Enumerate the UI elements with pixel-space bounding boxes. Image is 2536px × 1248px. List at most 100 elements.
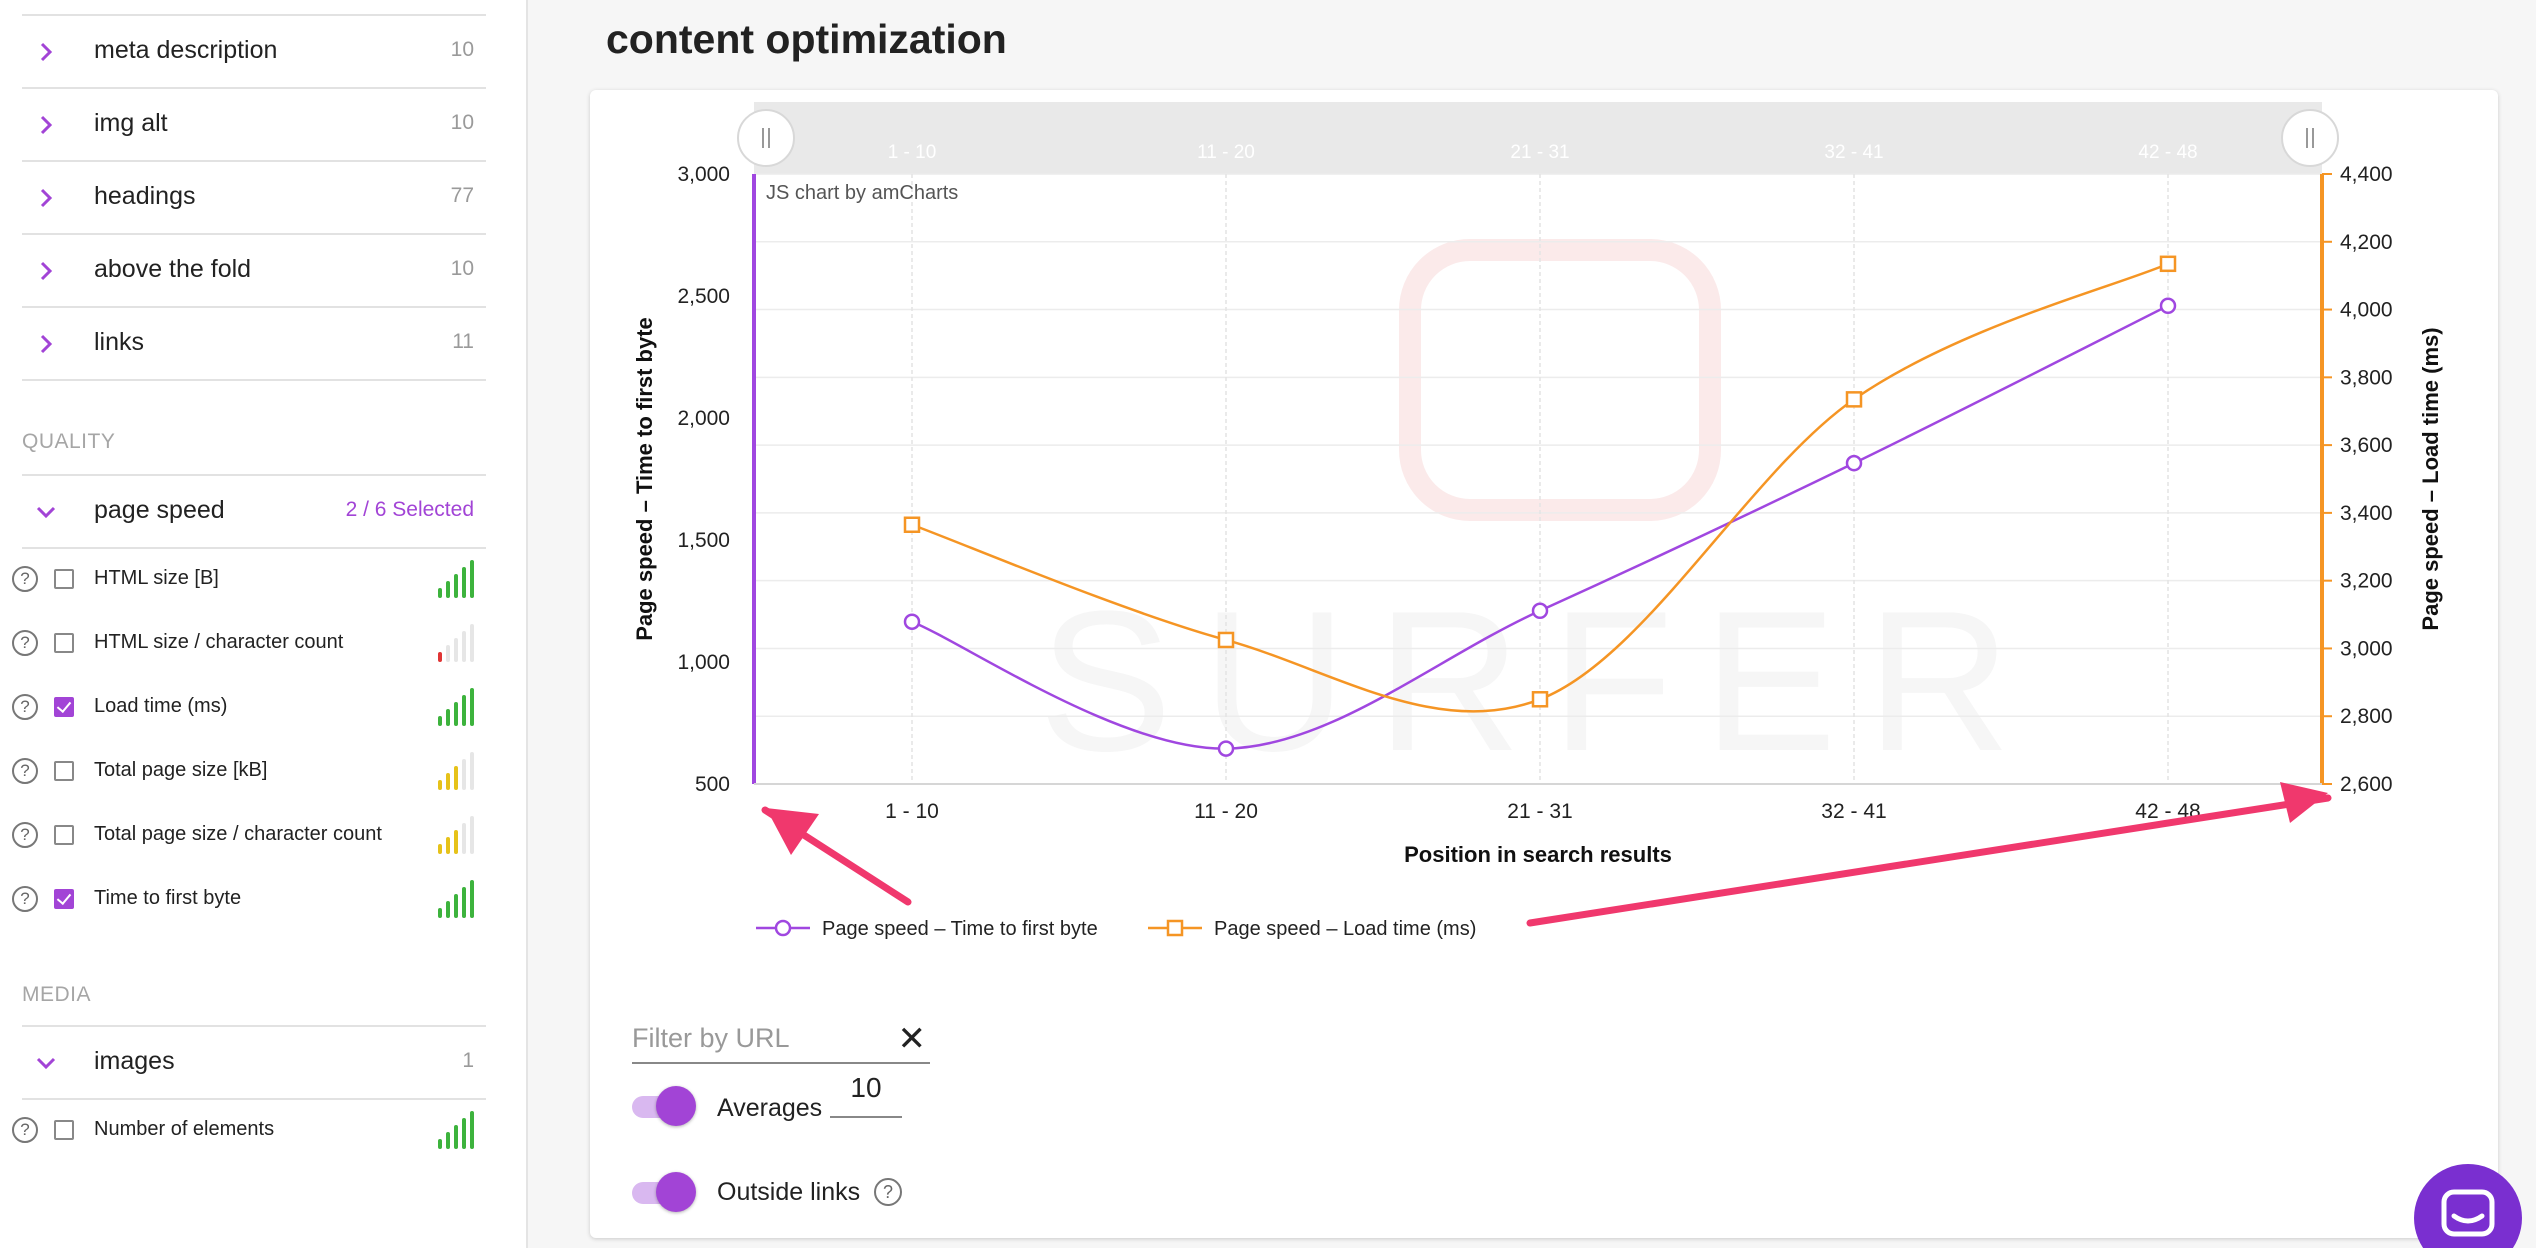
chat-button[interactable]: [2414, 1164, 2522, 1248]
data-point-circle[interactable]: [1845, 454, 1863, 472]
help-icon[interactable]: ?: [12, 886, 38, 912]
category-label: above the fold: [94, 255, 252, 283]
outside-links-toggle[interactable]: [632, 1172, 696, 1212]
help-icon[interactable]: ?: [12, 758, 38, 784]
y-right-tick-label: 4,000: [2340, 299, 2393, 322]
category-row[interactable]: links 11: [22, 308, 486, 381]
legend-label: Page speed – Time to first byte: [822, 918, 1098, 940]
data-point-square[interactable]: [1845, 391, 1863, 408]
toggle-knob: [656, 1172, 696, 1212]
metric-checkbox[interactable]: [54, 889, 74, 909]
signal-strength-icon: [438, 1111, 482, 1149]
legend-marker-circle: [774, 919, 792, 937]
group-images[interactable]: images 1: [22, 1027, 486, 1100]
sidebar: meta description 10 img alt 10 headings 77 abo…: [0, 0, 528, 1248]
help-icon[interactable]: ?: [12, 630, 38, 656]
category-count: 10: [450, 111, 474, 134]
clear-icon[interactable]: ✕: [897, 1020, 927, 1058]
data-point-square[interactable]: [1217, 631, 1235, 649]
data-point-circle[interactable]: [903, 613, 921, 630]
metric-row: ? HTML size / character count: [8, 612, 486, 674]
chevron-right-icon: [40, 261, 53, 281]
chart-legend[interactable]: Page speed – Time to first byte Page spee…: [756, 918, 1476, 940]
group-page-speed[interactable]: page speed 2 / 6 Selected: [22, 476, 486, 549]
section-title-media: MEDIA: [22, 983, 92, 1006]
metric-checkbox[interactable]: [54, 761, 74, 781]
scrollbar-track[interactable]: [754, 102, 2322, 174]
data-point-circle[interactable]: [2159, 297, 2177, 315]
metric-checkbox[interactable]: [54, 633, 74, 653]
scrollbar-left-grip[interactable]: [737, 109, 795, 167]
help-icon[interactable]: ?: [12, 1117, 38, 1143]
signal-strength-icon: [438, 816, 482, 854]
scrollbar-category-label: 42 - 48: [2138, 142, 2197, 163]
page-title: content optimization: [606, 16, 1007, 62]
legend-item[interactable]: Page speed – Load time (ms): [1148, 918, 1476, 940]
x-tick-label: 11 - 20: [1194, 800, 1258, 823]
watermark-logo-icon: [1399, 239, 1721, 521]
chart-scrollbar[interactable]: 1 - 10 11 - 20 21 - 31 32 - 41 42 - 48: [737, 102, 2339, 174]
data-point-square[interactable]: [2159, 255, 2177, 273]
metric-checkbox[interactable]: [54, 569, 74, 589]
y-right-tick-label: 4,400: [2340, 163, 2393, 186]
metric-row: ? Total page size [kB]: [8, 740, 486, 802]
chevron-right-icon: [40, 115, 53, 135]
help-icon[interactable]: ?: [12, 566, 38, 592]
y-left-tick-label: 2,000: [677, 407, 730, 430]
metric-checkbox[interactable]: [54, 697, 74, 717]
metric-checkbox[interactable]: [54, 825, 74, 845]
category-row[interactable]: img alt 10: [22, 89, 486, 162]
category-label: headings: [94, 182, 196, 210]
y-left-axis-title: Page speed – Time to first byte: [632, 317, 657, 641]
selected-count: 2 / 6 Selected: [345, 498, 474, 521]
help-icon[interactable]: ?: [12, 694, 38, 720]
averages-toggle[interactable]: [632, 1086, 696, 1126]
scrollbar-right-grip[interactable]: [2281, 109, 2339, 167]
help-icon[interactable]: ?: [874, 1178, 902, 1206]
legend-label: Page speed – Load time (ms): [1214, 918, 1476, 940]
data-point-circle[interactable]: [1531, 602, 1549, 620]
y-right-tick-label: 2,800: [2340, 705, 2393, 728]
help-icon[interactable]: ?: [12, 822, 38, 848]
chart-card: SURFER 1 - 10 11 - 20 21 - 31 32 - 41 42 - 4…: [590, 90, 2498, 1238]
y-right-tick-label: 3,600: [2340, 434, 2393, 457]
chat-icon: [2441, 1189, 2495, 1237]
metric-checkbox[interactable]: [54, 1120, 74, 1140]
signal-strength-icon: [438, 688, 482, 726]
category-row[interactable]: meta description 10: [22, 16, 486, 89]
surfer-watermark: SURFER: [1039, 239, 2011, 793]
chart-series: [903, 255, 2177, 757]
metric-label: Total page size [kB]: [94, 759, 268, 781]
legend-item[interactable]: Page speed – Time to first byte: [756, 918, 1098, 940]
x-tick-label: 32 - 41: [1821, 800, 1886, 823]
averages-count-input[interactable]: 10: [830, 1072, 902, 1118]
signal-strength-icon: [438, 752, 482, 790]
category-count: 77: [450, 184, 474, 207]
category-count: 10: [450, 38, 474, 61]
chevron-right-icon: [40, 334, 53, 354]
category-row[interactable]: headings 77: [22, 162, 486, 235]
filter-url-input[interactable]: [632, 1018, 872, 1058]
category-label: img alt: [94, 109, 168, 137]
annotation-arrows: [761, 782, 2332, 927]
metric-row: ? HTML size [B]: [8, 548, 486, 610]
data-point-square[interactable]: [903, 516, 921, 533]
scrollbar-category-label: 32 - 41: [1824, 142, 1883, 163]
chart-credit[interactable]: JS chart by amCharts: [766, 182, 958, 204]
data-point-square[interactable]: [1531, 691, 1549, 708]
chevron-down-icon: [36, 506, 56, 519]
category-count: 10: [450, 257, 474, 280]
y-right-tick-label: 4,200: [2340, 231, 2393, 254]
divider: [22, 1025, 486, 1027]
data-point-circle[interactable]: [1217, 740, 1235, 757]
y-right-tick-label: 2,600: [2340, 773, 2393, 796]
y-right-tick-label: 3,400: [2340, 502, 2393, 525]
annotation-arrow-right: [1526, 794, 2332, 927]
metric-label: HTML size [B]: [94, 567, 219, 589]
x-tick-label: 1 - 10: [885, 800, 939, 823]
group-count: 1: [462, 1049, 474, 1072]
category-label: links: [94, 328, 145, 356]
outside-links-label: Outside links: [717, 1178, 861, 1206]
category-row[interactable]: above the fold 10: [22, 235, 486, 308]
